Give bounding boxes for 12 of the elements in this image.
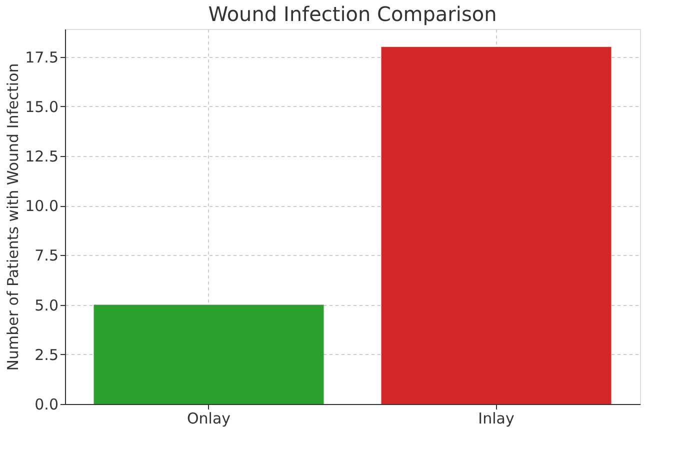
y-tick-label: 15.0: [25, 98, 58, 116]
y-tick-label: 0.0: [34, 396, 58, 414]
y-axis-title: Number of Patients with Wound Infection: [4, 63, 22, 371]
y-tick-label: 7.5: [34, 246, 58, 265]
x-tick-label: Inlay: [478, 410, 514, 428]
y-tick-label: 5.0: [34, 296, 58, 314]
y-tick-label: 2.5: [34, 346, 58, 364]
y-tick-label: 17.5: [25, 48, 58, 66]
x-tick-label: Onlay: [186, 410, 231, 428]
y-tick-label: 12.5: [25, 147, 58, 166]
chart-title: Wound Infection Comparison: [208, 2, 497, 26]
y-tick-label: 10.0: [25, 197, 58, 216]
